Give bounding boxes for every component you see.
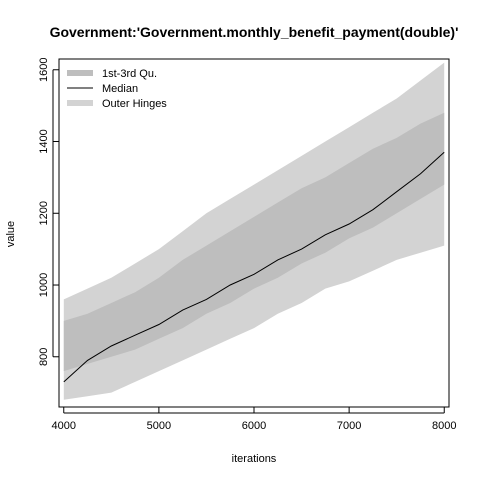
y-axis-label: value xyxy=(5,221,17,247)
y-tick-label: 800 xyxy=(38,348,50,366)
chart-title: Government:'Government.monthly_benefit_p… xyxy=(50,24,459,40)
legend-label: Median xyxy=(102,83,138,95)
legend-label: 1st-3rd Qu. xyxy=(102,68,157,80)
interquartile-band xyxy=(63,112,445,372)
median-series xyxy=(63,151,445,383)
x-axis-label: iterations xyxy=(232,453,277,465)
chart-bands xyxy=(63,62,445,400)
y-tick-label: 1600 xyxy=(38,58,50,82)
chart-legend: 1st-3rd Qu. Median Outer Hinges xyxy=(67,68,167,110)
median-line xyxy=(63,151,445,383)
legend-label: Outer Hinges xyxy=(102,98,167,110)
y-tick-label: 1400 xyxy=(38,129,50,153)
y-tick-label: 1000 xyxy=(38,273,50,297)
y-tick-label: 1200 xyxy=(38,201,50,225)
x-tick-label: 4000 xyxy=(52,420,76,432)
x-tick-label: 5000 xyxy=(147,420,171,432)
y-axis: 800 1000 1200 1400 1600 xyxy=(38,58,59,366)
x-axis: 4000 5000 6000 7000 8000 xyxy=(52,407,456,432)
x-tick-label: 6000 xyxy=(242,420,266,432)
x-tick-label: 8000 xyxy=(432,420,456,432)
x-tick-label: 7000 xyxy=(337,420,361,432)
